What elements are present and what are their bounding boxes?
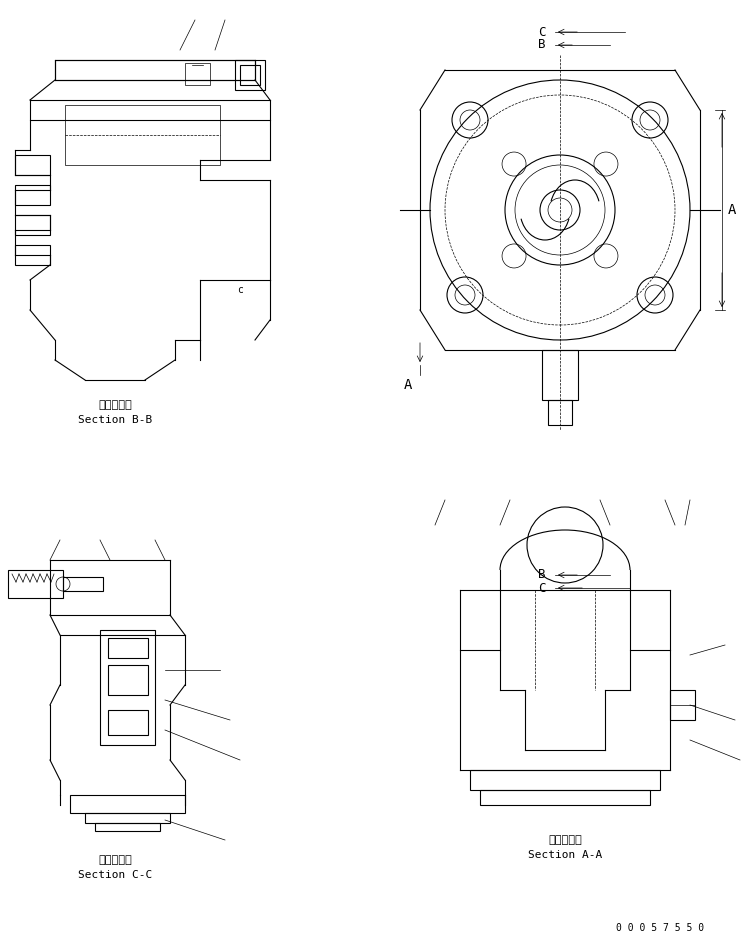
Text: A: A [728, 203, 736, 217]
Text: A: A [404, 378, 413, 392]
Bar [70, 795, 185, 813]
Text: c: c [237, 285, 243, 295]
Bar [15, 245, 50, 265]
Bar [95, 823, 160, 831]
Bar [542, 350, 578, 400]
Text: Section C-C: Section C-C [78, 870, 152, 880]
Bar [100, 630, 155, 745]
Text: B: B [539, 39, 546, 52]
Bar [235, 60, 265, 90]
Bar [55, 60, 255, 80]
Text: C: C [539, 582, 546, 594]
Text: Section B-B: Section B-B [78, 415, 152, 425]
Bar [670, 690, 695, 720]
Bar [8, 570, 63, 598]
Bar [548, 400, 572, 425]
Text: 0 0 0 5 7 5 5 0: 0 0 0 5 7 5 5 0 [616, 923, 704, 933]
Bar [85, 813, 170, 823]
Bar [15, 185, 50, 205]
Text: B: B [539, 569, 546, 582]
Bar [15, 215, 50, 235]
Text: 断面Ｂ－Ｂ: 断面Ｂ－Ｂ [98, 400, 132, 410]
Bar [480, 790, 650, 805]
Bar [185, 63, 210, 85]
Bar [65, 105, 220, 165]
Text: 断面Ｃ－Ｃ: 断面Ｃ－Ｃ [98, 855, 132, 865]
Text: C: C [539, 25, 546, 39]
Bar [15, 155, 50, 175]
Bar [470, 770, 660, 790]
Bar [108, 710, 148, 735]
Bar [240, 65, 260, 85]
Text: 断面Ａ－Ａ: 断面Ａ－Ａ [548, 835, 582, 845]
Bar [63, 577, 103, 591]
Bar [108, 638, 148, 658]
Text: Section A-A: Section A-A [528, 850, 602, 860]
Bar [108, 665, 148, 695]
